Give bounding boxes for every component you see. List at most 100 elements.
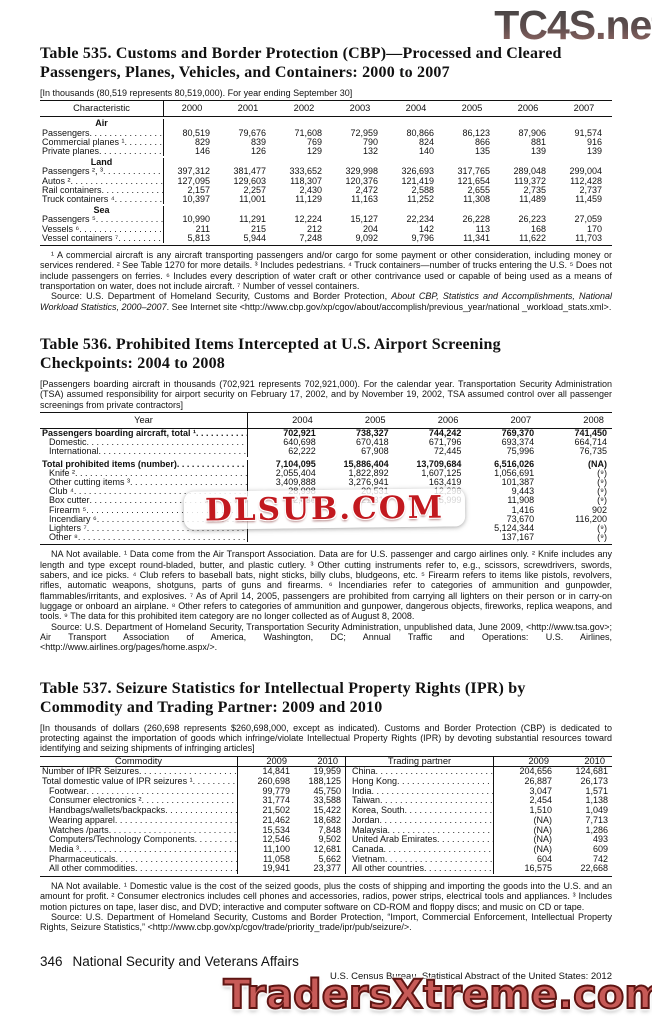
value-cell: 142: [418, 224, 434, 234]
table-535-source: Source: U.S. Department of Homeland Secu…: [40, 291, 612, 312]
value-cell: 2,655: [467, 185, 490, 195]
value-cell: 1,286: [585, 825, 608, 835]
value-cell: 12,224: [294, 215, 322, 225]
value-cell: 12,296: [433, 487, 462, 497]
table-row: Firearm ⁵ 1,416 902: [40, 505, 612, 515]
value-cell: 135: [474, 146, 490, 156]
dot-leader: [130, 478, 247, 487]
column-header: 2009: [266, 756, 287, 766]
value-cell: 121,654: [457, 176, 490, 186]
census-credit-line: U.S. Census Bureau, Statistical Abstract…: [330, 970, 612, 982]
value-cell: 1,571: [585, 786, 608, 796]
table-row: Domestic 640,698 670,418 671,796 693,374 664,…: [40, 438, 612, 448]
value-cell: 139: [530, 146, 546, 156]
dot-leader: [87, 787, 237, 797]
value-cell: 11,100: [263, 844, 290, 854]
value-cell: 299,004: [569, 167, 602, 177]
dot-leader: [437, 835, 493, 845]
column-header: 2010: [294, 756, 346, 767]
value-cell: 11,622: [519, 233, 546, 243]
value-cell: 11,163: [351, 194, 378, 204]
column-header: 2007: [573, 103, 595, 114]
section-header: Air: [40, 119, 164, 129]
table-row: Wearing apparel 21,462 18,682 Jordan (NA) 7,7…: [40, 815, 612, 826]
row-label: Number of IPR Seizures: [42, 767, 140, 777]
value-cell: 5,124,344: [494, 523, 535, 533]
value-cell: 9,443: [511, 487, 535, 497]
value-cell: 2,588: [411, 185, 434, 195]
value-cell: 741,450: [574, 428, 607, 438]
value-cell: 26,887: [524, 777, 552, 787]
table-row: Other cutting items ³ 3,409,888 3,276,941 1…: [40, 477, 612, 488]
row-label-cell: Incendiary ⁶: [40, 514, 248, 524]
dot-leader: [102, 186, 163, 195]
column-header: Year: [40, 412, 248, 428]
value-cell: 11,058: [263, 854, 290, 864]
value-cell: 824: [418, 137, 434, 147]
value-cell: (NA): [533, 825, 553, 835]
value-cell: 493: [592, 835, 608, 845]
row-label: Domestic: [49, 438, 87, 448]
value-cell: 215: [250, 224, 266, 234]
table-535: Characteristic 2000 2001 2002 2003 2004 2005 20…: [40, 100, 612, 246]
value-cell: 2,055,404: [275, 468, 316, 478]
table-row: Autos ² 127,095 129,603 118,307 120,376 121,4…: [40, 176, 612, 186]
page-number: 346: [40, 953, 63, 969]
value-cell: 80,866: [406, 128, 434, 138]
value-cell: 769: [306, 137, 322, 147]
value-cell: 170: [586, 224, 602, 234]
value-cell: 26,173: [580, 777, 608, 787]
value-cell: 1,056,691: [494, 468, 535, 478]
value-cell: 1,416: [511, 505, 535, 515]
dot-leader: [177, 460, 247, 469]
table-535-headnote: [In thousands (80,519 represents 80,519,…: [40, 88, 353, 98]
column-header: 2009: [528, 756, 549, 766]
row-label-cell: Club ⁴: [40, 487, 248, 497]
chapter-title: National Security and Veterans Affairs: [72, 953, 299, 969]
value-cell: 1,510: [529, 806, 552, 816]
value-cell: (NA): [533, 835, 553, 845]
value-cell: 22,668: [580, 864, 608, 874]
row-label: Passengers boarding aircraft, total ¹: [42, 428, 197, 438]
value-cell: 62,222: [288, 447, 316, 457]
value-cell: 146: [194, 146, 210, 156]
value-cell: 28,998: [288, 487, 316, 497]
row-label: Rail containers: [42, 185, 102, 195]
table-row: Club ⁴ 28,998 20,531 12,296 9,443 (⁹): [40, 487, 612, 497]
row-label-cell: China: [346, 767, 494, 778]
row-label-cell: Vessel containers ⁷: [40, 233, 164, 243]
row-label-cell: International: [40, 447, 248, 457]
table-536-footnotes: NA Not available. ¹ Data come from the A…: [40, 549, 612, 652]
value-cell: 19,959: [294, 767, 346, 778]
dot-leader: [385, 855, 493, 865]
row-label-cell: Hong Kong: [346, 777, 494, 787]
row-label-cell: Consumer electronics ²: [40, 796, 238, 807]
value-cell: 1,607,125: [421, 468, 462, 478]
value-cell: 11,341: [463, 233, 490, 243]
value-cell: 204: [362, 224, 378, 234]
row-label: Media ³: [49, 844, 80, 854]
row-label: Canada: [352, 844, 384, 854]
row-label-cell: Firearm ⁵: [40, 505, 248, 515]
dot-leader: [115, 195, 163, 204]
table-row: Box cutter 22,430 21,319 15,999 11,908 (⁹): [40, 496, 612, 506]
row-label-cell: All other commodities: [40, 864, 238, 875]
row-label: Korea, South: [352, 806, 405, 816]
value-cell: 317,765: [457, 167, 490, 177]
row-label: China: [352, 767, 376, 777]
table-row: Pharmaceuticals 11,058 5,662 Vietnam 604 742: [40, 854, 612, 865]
value-cell: 116,200: [575, 514, 607, 524]
row-label-cell: Box cutter: [40, 496, 248, 506]
value-cell: 15,534: [262, 825, 290, 835]
row-label-cell: Number of IPR Seizures: [40, 767, 238, 778]
table-section-row: Land: [40, 158, 612, 168]
row-label-cell: Vessels ⁶: [40, 224, 164, 234]
value-cell: 866: [474, 137, 490, 147]
value-cell: 881: [530, 137, 546, 147]
value-cell: 6,516,026: [494, 459, 535, 469]
value-cell: 9,502: [294, 835, 346, 845]
table-537-title: Table 537. Seizure Statistics for Intell…: [40, 679, 526, 716]
row-label-cell: Total prohibited items (number): [40, 459, 248, 469]
row-label: Passengers ², ³: [42, 167, 104, 177]
row-label: Other cutting items ³: [49, 477, 131, 487]
